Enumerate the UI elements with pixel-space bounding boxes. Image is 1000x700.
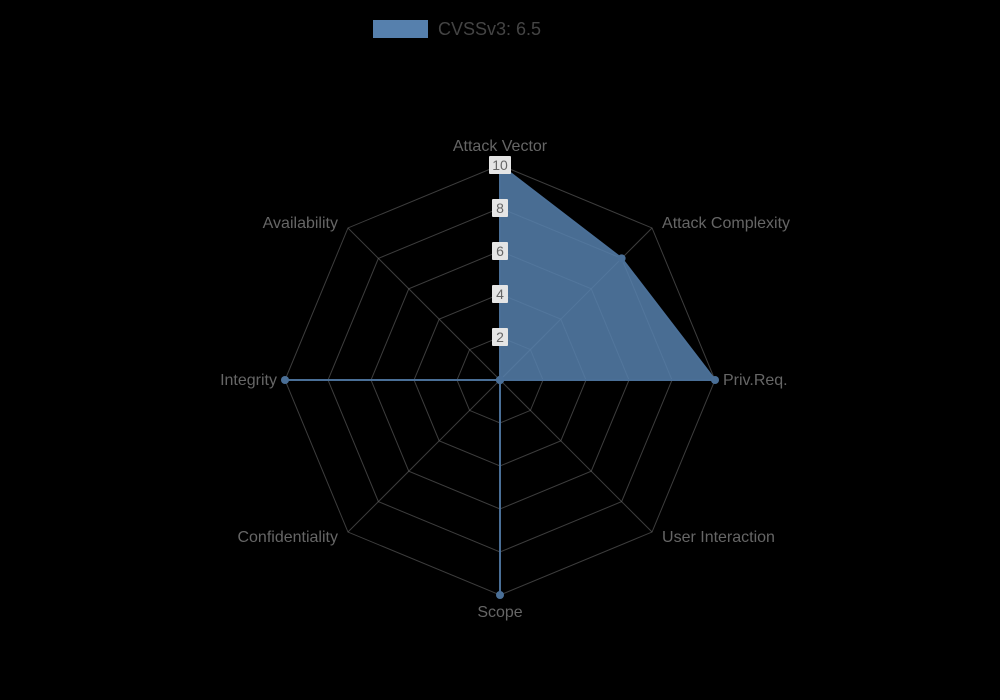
axis-label: Attack Vector bbox=[453, 138, 548, 155]
radar-series-point bbox=[496, 591, 504, 599]
radial-tick-label: 2 bbox=[496, 329, 504, 345]
chart-legend: CVSSv3: 6.5 bbox=[373, 19, 541, 39]
axis-label: Confidentiality bbox=[237, 529, 338, 546]
cvss-radar-chart: 2 4 6 8 10 Attack Vector Attack Complexity Priv… bbox=[0, 0, 1000, 700]
radial-tick-label: 4 bbox=[496, 286, 504, 302]
axis-label: User Interaction bbox=[662, 529, 775, 546]
radar-series-point bbox=[496, 376, 504, 384]
legend-label: CVSSv3: 6.5 bbox=[438, 19, 541, 39]
axis-label: Attack Complexity bbox=[662, 215, 790, 232]
radar-series-point bbox=[711, 376, 719, 384]
axis-label: Scope bbox=[477, 604, 522, 621]
axis-label: Integrity bbox=[220, 372, 277, 389]
axis-label: Priv.Req. bbox=[723, 372, 788, 389]
radial-tick-label: 10 bbox=[492, 157, 508, 173]
radar-series-point bbox=[281, 376, 289, 384]
axis-label: Availability bbox=[263, 215, 338, 232]
radar-series-point bbox=[618, 254, 626, 262]
radial-tick-label: 8 bbox=[496, 200, 504, 216]
legend-swatch bbox=[373, 20, 428, 38]
radial-tick-label: 6 bbox=[496, 243, 504, 259]
